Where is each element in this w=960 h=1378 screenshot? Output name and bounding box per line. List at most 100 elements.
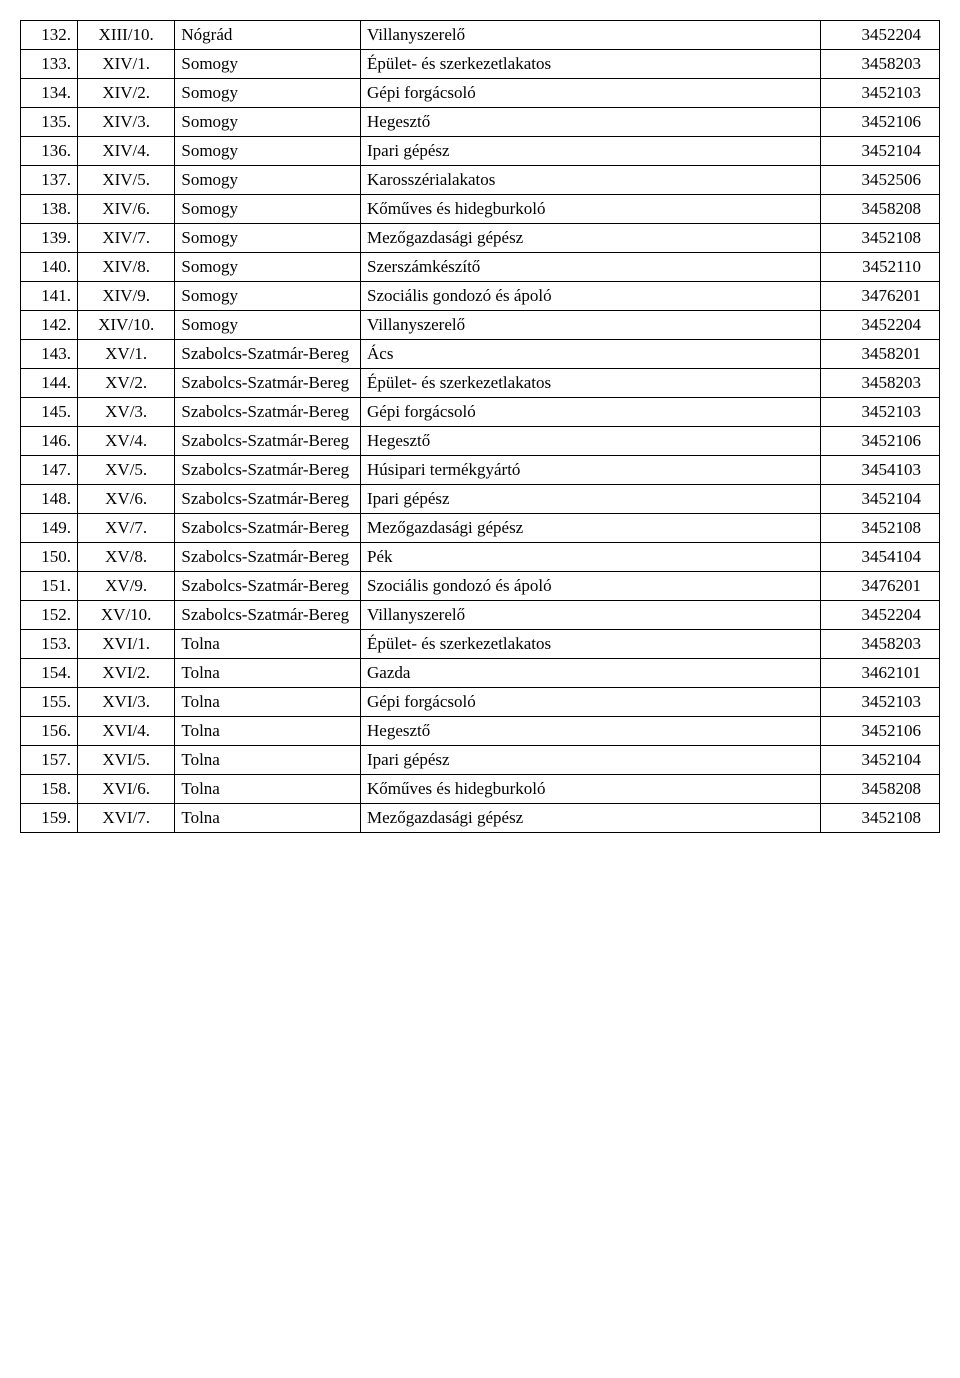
row-region: Tolna (175, 775, 361, 804)
row-id: 3454103 (820, 456, 939, 485)
row-region: Nógrád (175, 21, 361, 50)
row-region: Tolna (175, 746, 361, 775)
row-occupation: Ipari gépész (361, 137, 821, 166)
row-occupation: Villanyszerelő (361, 21, 821, 50)
row-number: 142. (21, 311, 78, 340)
row-number: 140. (21, 253, 78, 282)
table-row: 146.XV/4.Szabolcs-Szatmár-BeregHegesztő3… (21, 427, 940, 456)
row-occupation: Hegesztő (361, 717, 821, 746)
row-code: XIV/2. (77, 79, 174, 108)
table-row: 141.XIV/9.SomogySzociális gondozó és ápo… (21, 282, 940, 311)
row-number: 141. (21, 282, 78, 311)
table-row: 140.XIV/8.SomogySzerszámkészítő3452110 (21, 253, 940, 282)
row-number: 146. (21, 427, 78, 456)
row-region: Somogy (175, 50, 361, 79)
row-number: 155. (21, 688, 78, 717)
row-number: 151. (21, 572, 78, 601)
row-region: Somogy (175, 224, 361, 253)
row-code: XIV/4. (77, 137, 174, 166)
row-id: 3458201 (820, 340, 939, 369)
row-id: 3452104 (820, 485, 939, 514)
row-id: 3452104 (820, 137, 939, 166)
row-id: 3454104 (820, 543, 939, 572)
table-row: 139.XIV/7.SomogyMezőgazdasági gépész3452… (21, 224, 940, 253)
row-region: Tolna (175, 630, 361, 659)
row-code: XV/1. (77, 340, 174, 369)
row-id: 3452204 (820, 311, 939, 340)
row-number: 139. (21, 224, 78, 253)
row-number: 158. (21, 775, 78, 804)
row-number: 135. (21, 108, 78, 137)
row-region: Somogy (175, 166, 361, 195)
row-occupation: Karosszérialakatos (361, 166, 821, 195)
table-row: 133.XIV/1.SomogyÉpület- és szerkezetlaka… (21, 50, 940, 79)
row-region: Szabolcs-Szatmár-Bereg (175, 456, 361, 485)
table-row: 142.XIV/10.SomogyVillanyszerelő3452204 (21, 311, 940, 340)
row-id: 3476201 (820, 572, 939, 601)
row-code: XVI/5. (77, 746, 174, 775)
row-number: 154. (21, 659, 78, 688)
row-id: 3452104 (820, 746, 939, 775)
row-occupation: Villanyszerelő (361, 601, 821, 630)
row-code: XVI/4. (77, 717, 174, 746)
row-code: XV/5. (77, 456, 174, 485)
table-row: 144.XV/2.Szabolcs-Szatmár-BeregÉpület- é… (21, 369, 940, 398)
row-region: Somogy (175, 195, 361, 224)
table-row: 143.XV/1.Szabolcs-Szatmár-BeregÁcs345820… (21, 340, 940, 369)
table-row: 148.XV/6.Szabolcs-Szatmár-BeregIpari gép… (21, 485, 940, 514)
row-number: 143. (21, 340, 78, 369)
row-code: XIV/3. (77, 108, 174, 137)
row-code: XV/9. (77, 572, 174, 601)
row-occupation: Szerszámkészítő (361, 253, 821, 282)
row-region: Tolna (175, 659, 361, 688)
row-number: 136. (21, 137, 78, 166)
row-number: 144. (21, 369, 78, 398)
row-id: 3452110 (820, 253, 939, 282)
row-id: 3476201 (820, 282, 939, 311)
table-row: 157.XVI/5.TolnaIpari gépész3452104 (21, 746, 940, 775)
row-id: 3452106 (820, 427, 939, 456)
row-number: 150. (21, 543, 78, 572)
row-id: 3458208 (820, 775, 939, 804)
row-occupation: Mezőgazdasági gépész (361, 514, 821, 543)
row-region: Somogy (175, 108, 361, 137)
table-row: 132.XIII/10.NógrádVillanyszerelő3452204 (21, 21, 940, 50)
row-id: 3452204 (820, 21, 939, 50)
row-number: 138. (21, 195, 78, 224)
row-occupation: Húsipari termékgyártó (361, 456, 821, 485)
row-code: XIV/7. (77, 224, 174, 253)
row-number: 147. (21, 456, 78, 485)
row-occupation: Épület- és szerkezetlakatos (361, 50, 821, 79)
row-code: XV/6. (77, 485, 174, 514)
row-region: Szabolcs-Szatmár-Bereg (175, 485, 361, 514)
row-code: XIV/10. (77, 311, 174, 340)
row-code: XIV/1. (77, 50, 174, 79)
row-code: XIV/8. (77, 253, 174, 282)
table-row: 153.XVI/1.TolnaÉpület- és szerkezetlakat… (21, 630, 940, 659)
row-occupation: Épület- és szerkezetlakatos (361, 630, 821, 659)
table-row: 145.XV/3.Szabolcs-Szatmár-BeregGépi forg… (21, 398, 940, 427)
row-region: Somogy (175, 79, 361, 108)
table-row: 152.XV/10.Szabolcs-Szatmár-BeregVillanys… (21, 601, 940, 630)
table-row: 156.XVI/4.TolnaHegesztő3452106 (21, 717, 940, 746)
row-id: 3458203 (820, 50, 939, 79)
row-id: 3458203 (820, 630, 939, 659)
row-id: 3452108 (820, 514, 939, 543)
row-occupation: Gépi forgácsoló (361, 688, 821, 717)
row-occupation: Gépi forgácsoló (361, 79, 821, 108)
row-number: 133. (21, 50, 78, 79)
row-code: XVI/6. (77, 775, 174, 804)
row-id: 3452506 (820, 166, 939, 195)
row-region: Tolna (175, 688, 361, 717)
row-region: Szabolcs-Szatmár-Bereg (175, 543, 361, 572)
table-row: 151.XV/9.Szabolcs-Szatmár-BeregSzociális… (21, 572, 940, 601)
row-region: Somogy (175, 282, 361, 311)
row-id: 3452204 (820, 601, 939, 630)
row-occupation: Hegesztő (361, 427, 821, 456)
table-row: 138.XIV/6.SomogyKőműves és hidegburkoló3… (21, 195, 940, 224)
row-code: XIV/5. (77, 166, 174, 195)
table-row: 134.XIV/2.SomogyGépi forgácsoló3452103 (21, 79, 940, 108)
row-number: 157. (21, 746, 78, 775)
row-code: XV/7. (77, 514, 174, 543)
row-code: XIV/6. (77, 195, 174, 224)
